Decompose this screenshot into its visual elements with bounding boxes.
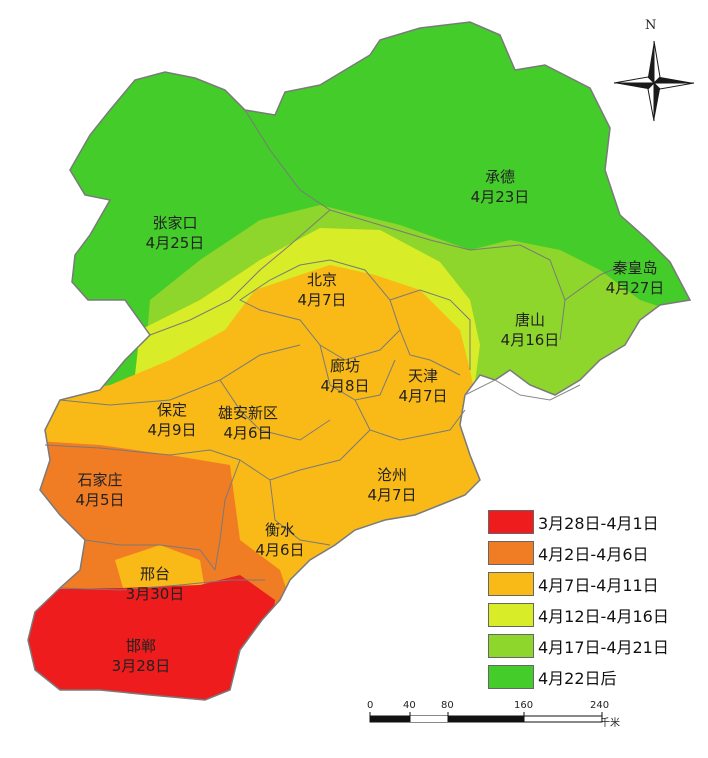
north-label: N [645,18,657,33]
legend-label: 4月22日后 [538,668,617,688]
scale-tick-label: 80 [441,700,454,711]
city-date: 4月27日 [605,279,665,297]
city-date: 4月16日 [500,331,560,349]
city-name: 沧州 [376,466,407,484]
city-label-xiongan: 雄安新区 4月6日 [200,403,296,443]
city-label-qinhuangdao: 秦皇岛 4月27日 [590,258,680,298]
city-label-tangshan: 唐山 4月16日 [485,310,575,350]
city-label-handan: 邯郸 3月28日 [96,636,186,676]
scale-labels: 0 40 80 160 240 千米 [360,700,620,740]
city-date: 4月8日 [320,377,370,395]
city-date: 4月6日 [223,424,273,442]
legend-swatch [488,602,534,627]
city-label-hengshui: 衡水 4月6日 [240,520,320,560]
city-date: 3月30日 [125,585,185,603]
city-label-zhangjiakou: 张家口 4月25日 [130,213,220,253]
legend-swatch [488,633,534,658]
city-label-langfang: 廊坊 4月8日 [305,356,385,396]
legend-swatch [488,664,534,689]
legend-swatch [488,571,534,596]
city-label-shijiazhuang: 石家庄 4月5日 [60,470,140,510]
legend-item: 4月7日-4月11日 [488,568,669,599]
city-date: 4月5日 [75,491,125,509]
legend: 3月28日-4月1日 4月2日-4月6日 4月7日-4月11日 4月12日-4月… [488,506,669,692]
legend-item: 4月2日-4月6日 [488,537,669,568]
city-date: 4月9日 [147,421,197,439]
city-name: 石家庄 [77,471,123,489]
city-name: 衡水 [264,521,295,539]
legend-item: 3月28日-4月1日 [488,506,669,537]
city-label-tianjin: 天津 4月7日 [383,366,463,406]
city-name: 秦皇岛 [612,259,658,277]
city-name: 廊坊 [329,357,360,375]
city-name: 天津 [407,367,438,385]
scale-unit: 千米 [600,718,620,729]
city-name: 北京 [306,271,337,289]
city-name: 张家口 [152,214,198,232]
city-date: 4月6日 [255,541,305,559]
legend-item: 4月12日-4月16日 [488,599,669,630]
city-label-xingtai: 邢台 3月30日 [110,564,200,604]
city-label-beijing: 北京 4月7日 [282,270,362,310]
city-date: 3月28日 [111,657,171,675]
city-name: 邯郸 [125,637,156,655]
scale-tick-label: 0 [367,700,374,711]
legend-item: 4月22日后 [488,661,669,692]
legend-swatch [488,540,534,565]
legend-label: 4月12日-4月16日 [538,606,669,626]
city-label-baoding: 保定 4月9日 [132,400,212,440]
city-name: 邢台 [139,565,170,583]
scale-bar-icon [369,712,603,723]
scale-tick-label: 160 [514,700,534,711]
legend-label: 4月2日-4月6日 [538,544,649,564]
scale-tick-label: 240 [590,700,610,711]
scale-tick-label: 40 [403,700,416,711]
city-name: 承德 [484,168,515,186]
city-label-chengde: 承德 4月23日 [455,167,545,207]
city-date: 4月7日 [297,291,347,309]
legend-label: 4月7日-4月11日 [538,575,659,595]
city-label-cangzhou: 沧州 4月7日 [352,465,432,505]
legend-label: 3月28日-4月1日 [538,513,659,533]
coastline-detail [464,379,581,401]
city-date: 4月23日 [470,188,530,206]
region-outline [27,21,692,701]
zone-red [28,575,275,700]
compass-rose-icon [613,40,695,122]
city-name: 雄安新区 [217,404,278,422]
city-date: 4月7日 [367,486,417,504]
legend-label: 4月17日-4月21日 [538,637,669,657]
city-date: 4月7日 [398,387,448,405]
city-date: 4月25日 [145,234,205,252]
legend-item: 4月17日-4月21日 [488,630,669,661]
legend-swatch [488,509,534,534]
city-name: 保定 [156,401,187,419]
city-name: 唐山 [514,311,545,329]
internal-boundaries [44,109,631,591]
